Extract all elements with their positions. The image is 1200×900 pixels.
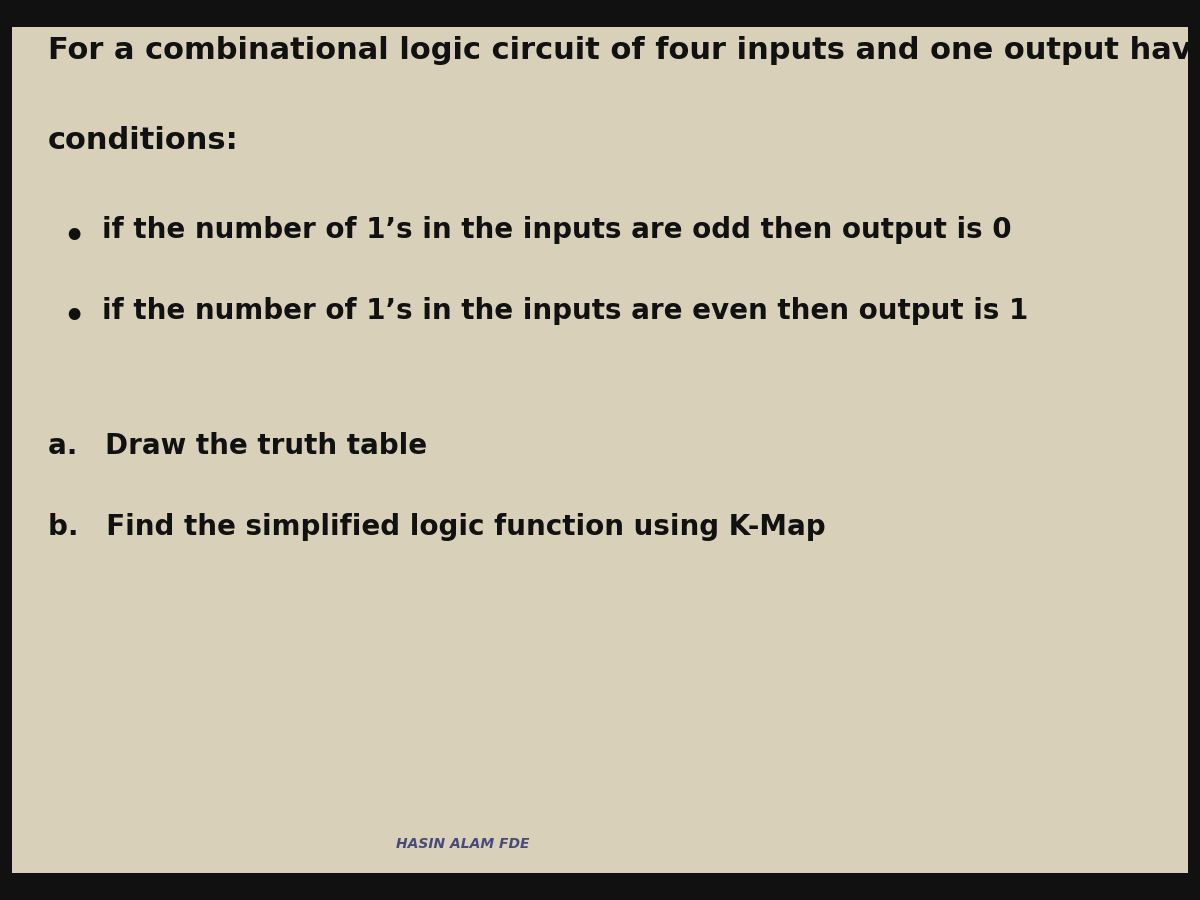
Text: HASIN ALAM FDE: HASIN ALAM FDE: [396, 836, 529, 850]
Text: if the number of 1’s in the inputs are even then output is 1: if the number of 1’s in the inputs are e…: [102, 297, 1028, 325]
Text: a. Draw the truth table: a. Draw the truth table: [48, 432, 427, 460]
Text: if the number of 1’s in the inputs are odd then output is 0: if the number of 1’s in the inputs are o…: [102, 216, 1012, 244]
Text: •: •: [64, 302, 85, 335]
FancyBboxPatch shape: [12, 27, 1188, 873]
Text: For a combinational logic circuit of four inputs and one output having following: For a combinational logic circuit of fou…: [48, 36, 1200, 65]
Text: •: •: [64, 220, 85, 254]
Text: b. Find the simplified logic function using K-Map: b. Find the simplified logic function us…: [48, 513, 826, 541]
Text: conditions:: conditions:: [48, 126, 239, 155]
